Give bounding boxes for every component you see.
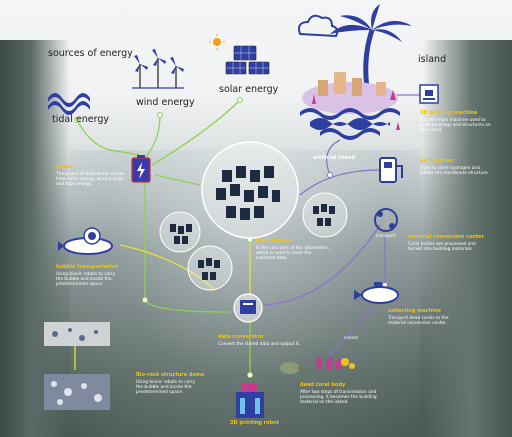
sources-of-energy-heading: sources of energy (48, 48, 133, 59)
data-center-bubble-small (159, 211, 201, 253)
line-bubble-to-conversion (119, 244, 216, 291)
printing-machine-description: It is the main machine used to build bui… (420, 118, 491, 134)
data-storage-description: Is the core part of the datacenter, whic… (256, 246, 329, 262)
bio-rock-photo-bottom (44, 374, 110, 410)
air-chamber-title: air chamber (420, 158, 454, 164)
battery-icon (131, 155, 151, 183)
bio-rock-photo-top (44, 322, 110, 346)
transport-label: transport (376, 234, 396, 239)
printing-machine-title: 3D printing machine (420, 110, 478, 116)
material-conversion-title: material conversion center (408, 234, 485, 240)
junction-dot (327, 172, 333, 178)
printing-robot-title: 3D printing robot (230, 420, 279, 426)
collecting-submarine-icon (354, 282, 399, 304)
dead-coral-title: dead coral body (300, 382, 346, 388)
material-conversion-description: Coral bodies are processed and turned in… (408, 242, 476, 253)
junction-dot (237, 97, 243, 103)
line-collect-to-coral (329, 304, 376, 356)
line-power-to-storage (154, 174, 201, 186)
air-chamber-icon (379, 157, 403, 183)
power-title: power (56, 164, 74, 170)
line-solar-to-power (151, 99, 241, 166)
right-rock-wall (422, 40, 512, 437)
solar-energy-label: solar energy (219, 84, 279, 95)
dead-coral-description: After two steps of transmission and proc… (300, 390, 377, 406)
line-storage-to-air (299, 169, 381, 196)
artificial-island-title: artificial island (313, 155, 356, 161)
data-conversion-icon (233, 293, 263, 323)
line-wind-to-power (144, 114, 161, 159)
line-tidal-to-power (76, 119, 141, 156)
tidal-waves-icon (48, 93, 90, 115)
turtle-icon (280, 362, 304, 374)
data-storage-title: data storage (256, 238, 293, 244)
wind-turbines-icon (132, 49, 184, 89)
junction-dot (247, 372, 253, 378)
transport-cycle-icon (374, 208, 398, 232)
printing-robot-icon (236, 384, 264, 418)
island-heading: island (418, 54, 447, 65)
tidal-energy-label: tidal energy (52, 114, 109, 125)
junction-dot (157, 112, 163, 118)
air-chamber-description: Used to store hydrogen and inflate the m… (420, 166, 490, 177)
solar-panels-icon (225, 45, 270, 75)
bio-rock-title: Bio-rock structure demo (136, 372, 205, 378)
cloud-icon (298, 14, 339, 38)
collect-label: collect (344, 336, 359, 341)
collecting-machine-title: collecting machine (388, 308, 441, 314)
data-conversion-title: data conversion (218, 334, 264, 340)
line-island-link (326, 139, 341, 176)
bubble-transportation-description: Using bionic robots to carry the bubble … (56, 272, 116, 288)
coral-icon (316, 356, 341, 370)
data-center-bubble-small (302, 192, 348, 238)
junction-dot (142, 297, 148, 303)
coral-icon (341, 358, 355, 369)
data-center-bubble-small (187, 245, 233, 291)
power-description: The power of datacenter comes from solar… (56, 172, 125, 188)
bio-rock-description: Using bionic robots to carry the bubble … (136, 380, 196, 396)
bubble-transportation-title: bubble transportation (56, 264, 119, 270)
submarine-bubble-icon (58, 227, 113, 255)
junction-dot (74, 117, 80, 123)
line-conversion-to-transport (264, 224, 381, 306)
3d-printer-icon (419, 84, 439, 104)
left-rock-wall (0, 40, 70, 437)
wind-energy-label: wind energy (136, 97, 195, 108)
collecting-machine-description: Transport dead corals to the material co… (388, 316, 449, 327)
data-center-bubble-large (201, 141, 299, 239)
data-conversion-description: Convert the stored data and output it. (218, 342, 301, 347)
island-illustration (300, 4, 412, 140)
sun-icon (209, 34, 225, 50)
